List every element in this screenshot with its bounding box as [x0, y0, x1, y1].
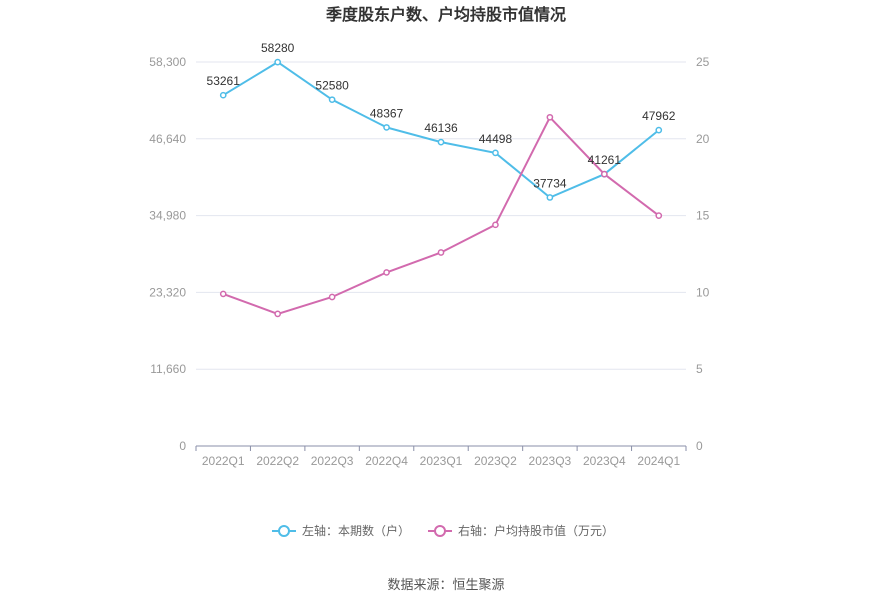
- legend-item-left[interactable]: 左轴：本期数（户）: [272, 523, 410, 538]
- x-axis: 2022Q1 2022Q2 2022Q3 2022Q4 2023Q1 2023Q2 2023…: [195, 445, 687, 468]
- x-tick-label: 2022Q2: [256, 454, 299, 468]
- x-tick-label: 2023Q1: [420, 454, 463, 468]
- left-tick-label: 23,320: [149, 285, 186, 299]
- data-point-left[interactable]: [328, 96, 336, 104]
- data-point-right[interactable]: [492, 221, 499, 229]
- data-point-right[interactable]: [274, 310, 282, 318]
- data-point-right[interactable]: [437, 249, 445, 256]
- right-tick-label: 10: [696, 285, 710, 299]
- left-axis-ticks: 0 11,660 23,320 34,980 46,640 58,300: [149, 55, 186, 453]
- data-label: 52580: [315, 79, 349, 93]
- data-label: 48367: [370, 106, 404, 120]
- data-source: 数据来源：恒生聚源: [387, 577, 504, 592]
- data-label: 37734: [533, 176, 567, 190]
- legend-label: 左轴：本期数（户）: [302, 523, 410, 538]
- legend-item-right[interactable]: 右轴：户均持股市值（万元）: [428, 523, 614, 538]
- data-point-right[interactable]: [219, 290, 227, 298]
- x-tick-label: 2022Q4: [365, 454, 408, 468]
- data-point-left[interactable]: [437, 138, 445, 146]
- data-label: 58280: [261, 41, 295, 55]
- data-point-left[interactable]: [219, 91, 227, 99]
- legend-marker: [434, 525, 446, 537]
- x-tick-label: 2022Q1: [202, 454, 245, 468]
- right-axis-ticks: 0 5 10 15 20 25: [696, 55, 710, 453]
- data-point-left[interactable]: [546, 194, 554, 201]
- data-point-right[interactable]: [600, 170, 608, 178]
- data-label: 47962: [642, 109, 676, 123]
- data-label: 53261: [207, 74, 241, 88]
- grid-lines: [196, 61, 686, 370]
- right-tick-label: 5: [696, 362, 703, 376]
- left-tick-label: 11,660: [150, 362, 186, 376]
- data-point-right[interactable]: [546, 113, 554, 121]
- left-tick-label: 34,980: [149, 209, 186, 223]
- chart-title: 季度股东户数、户均持股市值情况: [325, 5, 566, 24]
- series-group: 53261 58280 52580 48367 46136 44498 37734 41261…: [207, 41, 676, 318]
- right-tick-label: 20: [696, 132, 710, 146]
- right-tick-label: 0: [696, 439, 703, 453]
- data-label: 46136: [424, 121, 458, 135]
- x-tick-label: 2022Q3: [311, 454, 354, 468]
- legend-marker: [278, 525, 290, 537]
- data-label: 44498: [479, 132, 513, 146]
- legend[interactable]: 左轴：本期数（户） 右轴：户均持股市值（万元）: [272, 523, 614, 538]
- left-tick-label: 46,640: [149, 132, 186, 146]
- data-point-left[interactable]: [383, 124, 390, 131]
- x-tick-label: 2023Q4: [583, 454, 626, 468]
- data-point-right[interactable]: [655, 212, 663, 219]
- right-tick-label: 15: [696, 209, 710, 223]
- x-tick-label: 2024Q1: [637, 454, 680, 468]
- x-tick-label: 2023Q2: [474, 454, 517, 468]
- data-point-right[interactable]: [328, 293, 336, 301]
- x-tick-label: 2023Q3: [529, 454, 572, 468]
- legend-label: 右轴：户均持股市值（万元）: [458, 523, 614, 538]
- right-tick-label: 25: [696, 55, 710, 69]
- data-point-left[interactable]: [274, 58, 282, 66]
- data-point-left[interactable]: [655, 126, 663, 134]
- data-label: 41261: [588, 153, 622, 167]
- left-tick-label: 0: [179, 439, 186, 453]
- data-point-right[interactable]: [383, 269, 390, 276]
- left-tick-label: 58,300: [149, 55, 186, 69]
- data-point-left[interactable]: [492, 149, 499, 157]
